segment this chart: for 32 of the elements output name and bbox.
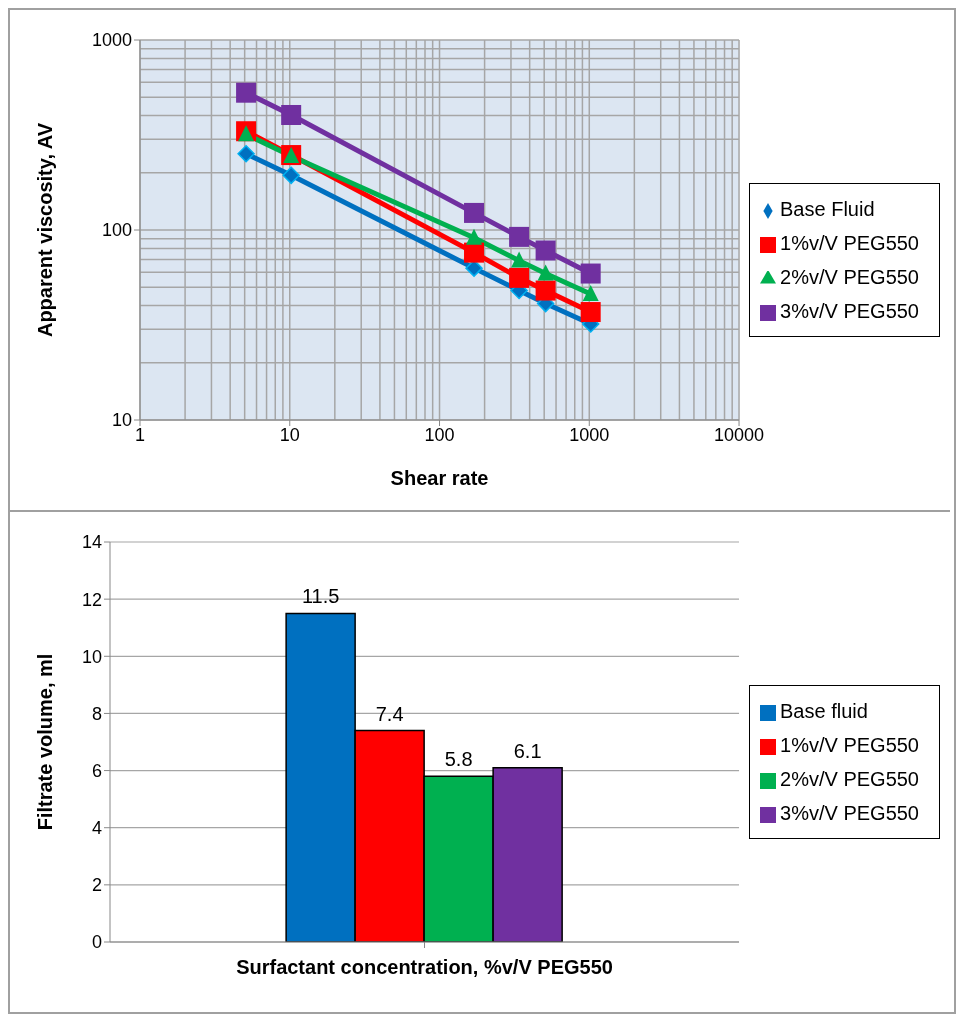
x-tick-label: 10000 xyxy=(714,424,765,445)
data-label: 6.1 xyxy=(513,739,542,762)
y-axis-title: Filtrate volume, ml xyxy=(34,653,57,831)
data-label: 5.8 xyxy=(444,748,473,771)
data-label: 7.4 xyxy=(375,702,404,725)
y-tick-label: 100 xyxy=(101,220,132,241)
data-label: 11.5 xyxy=(301,585,340,608)
y-axis-title: Apparent viscosity, AV xyxy=(34,122,57,338)
legend-label: 2%v/V PEG550 xyxy=(780,768,919,790)
y-tick-label: 12 xyxy=(81,589,102,610)
y-tick-label: 1000 xyxy=(91,30,132,51)
legend-label: 2%v/V PEG550 xyxy=(780,266,919,288)
legend-label: 1%v/V PEG550 xyxy=(780,232,919,254)
legend-label: 3%v/V PEG550 xyxy=(780,300,919,322)
x-tick-label: 1 xyxy=(134,424,146,445)
legend-label: 3%v/V PEG550 xyxy=(780,802,919,824)
y-tick-label: 0 xyxy=(91,932,102,953)
x-tick-label: 10 xyxy=(279,424,300,445)
y-tick-label: 10 xyxy=(81,646,102,667)
x-axis-title: Shear rate xyxy=(390,467,489,489)
y-tick-label: 8 xyxy=(91,703,102,724)
legend-label: 1%v/V PEG550 xyxy=(780,734,919,756)
x-tick-label: 100 xyxy=(424,424,455,445)
legend-label: Base fluid xyxy=(780,700,868,722)
y-tick-label: 10 xyxy=(111,410,132,431)
legend-label: Base Fluid xyxy=(780,198,875,220)
y-tick-label: 14 xyxy=(81,532,102,553)
x-axis-title: Surfactant concentration, %v/V PEG550 xyxy=(236,956,613,978)
y-tick-label: 2 xyxy=(91,875,102,896)
y-tick-label: 4 xyxy=(91,818,102,839)
y-tick-label: 6 xyxy=(91,760,102,781)
x-tick-label: 1000 xyxy=(569,424,610,445)
